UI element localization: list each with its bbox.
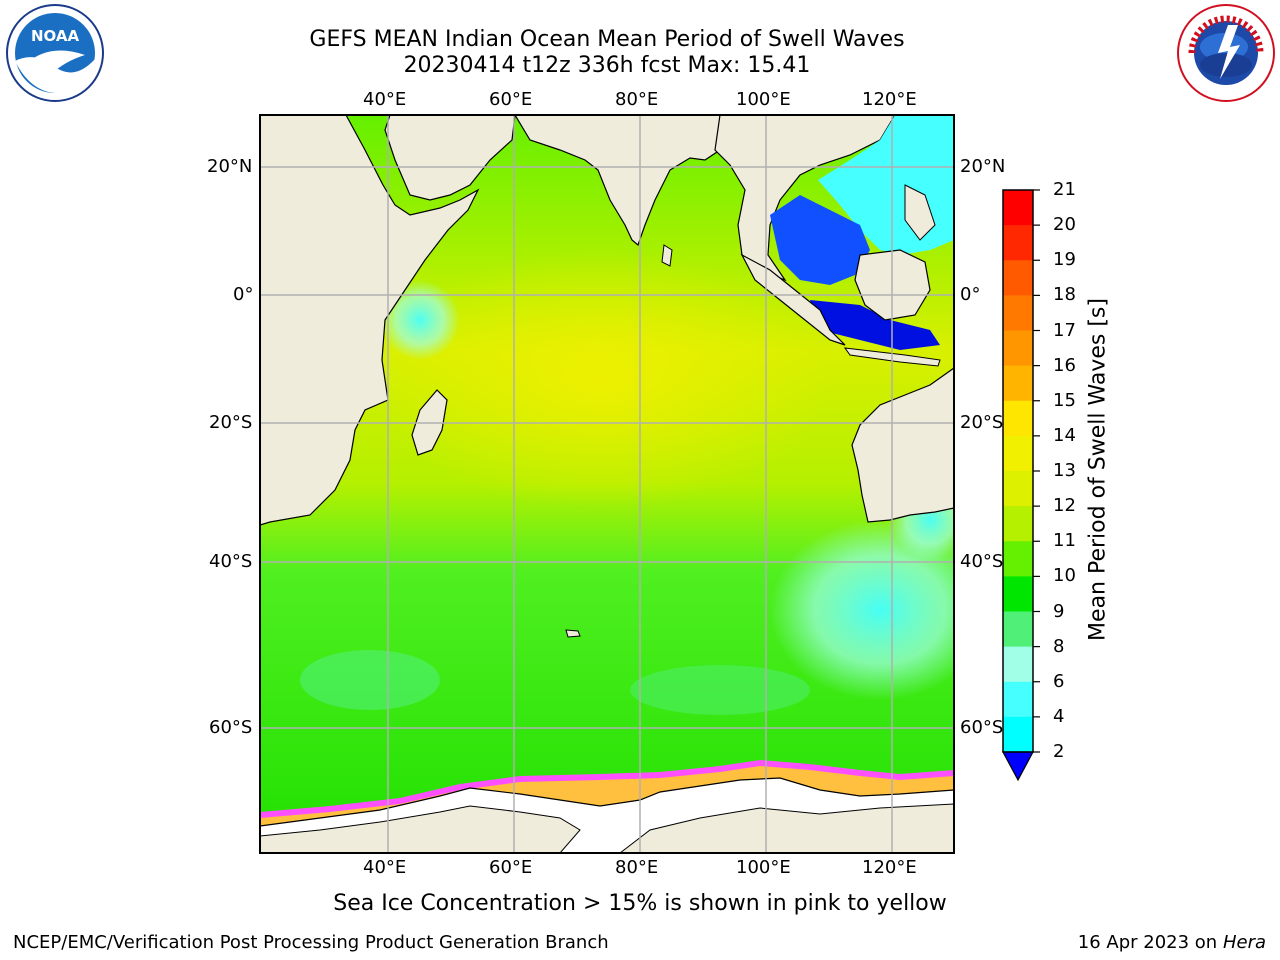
nws-logo (1177, 4, 1275, 102)
sea-ice-note: Sea Ice Concentration > 15% is shown in … (333, 891, 947, 916)
colorbar-bin (1003, 435, 1033, 472)
lat-label-right: 20°N (960, 156, 1006, 177)
map-frame (259, 114, 955, 854)
credit-text: NCEP/EMC/Verification Post Processing Pr… (13, 932, 609, 953)
short-swell-area-south (770, 520, 954, 700)
lon-label-bottom: 80°E (615, 857, 659, 878)
colorbar-tick-label: 4 (1053, 705, 1065, 727)
host-name: Hera (1222, 932, 1266, 953)
colorbar-bin (1003, 330, 1033, 367)
colorbar-bin (1003, 260, 1033, 296)
colorbar-tick-label: 9 (1053, 600, 1065, 622)
colorbar-bin (1003, 295, 1033, 331)
noaa-logo: NOAA (6, 4, 104, 102)
colorbar-bin (1003, 611, 1033, 648)
colorbar-tick-label: 14 (1053, 424, 1076, 446)
colorbar-bin (1003, 506, 1033, 542)
lon-label-top: 100°E (736, 89, 791, 110)
colorbar-bin (1003, 190, 1033, 226)
land-australia (851, 367, 954, 523)
title-line-1: GEFS MEAN Indian Ocean Mean Period of Sw… (309, 27, 905, 52)
warm-swell-area (370, 250, 830, 510)
very-short-swell-area-gulf (770, 195, 870, 285)
colorbar-bin (1003, 400, 1033, 437)
lon-label-top: 120°E (862, 89, 917, 110)
lon-label-top: 80°E (615, 89, 659, 110)
colorbar-tick-label: 15 (1053, 389, 1076, 411)
lat-label-right: 20°S (960, 412, 1004, 433)
land-antarctica-rock (260, 803, 954, 853)
colorbar-label: Mean Period of Swell Waves [s] (1085, 298, 1111, 641)
date-text: 16 Apr 2023 on (1077, 932, 1223, 953)
colorbar-bin (1003, 681, 1033, 718)
colorbar-tick-label: 19 (1053, 249, 1076, 271)
colorbar-tick-label: 2 (1053, 741, 1065, 762)
colorbar-tick-label: 21 (1053, 179, 1076, 200)
chart-title: GEFS MEAN Indian Ocean Mean Period of Sw… (0, 27, 1214, 79)
lat-label-right: 0° (960, 284, 981, 305)
colorbar-tick-label: 12 (1053, 495, 1076, 517)
colorbar-tick-label: 11 (1053, 530, 1076, 552)
colorbar-tick-label: 10 (1053, 565, 1076, 587)
colorbar-bin (1003, 365, 1033, 402)
colorbar-bin (1003, 541, 1033, 577)
lat-label-right: 60°S (960, 717, 1004, 738)
lat-label-left: 20°N (207, 156, 253, 177)
lat-label-left: 40°S (209, 551, 253, 572)
lat-label-left: 20°S (209, 412, 253, 433)
land-philippines (904, 184, 936, 241)
land-sri-lanka (661, 244, 673, 267)
land-kerguelen (565, 629, 581, 638)
colorbar-bin (1003, 646, 1033, 683)
lon-label-bottom: 120°E (862, 857, 917, 878)
colorbar-tick-label: 6 (1053, 670, 1065, 692)
lat-label-left: 0° (233, 284, 254, 305)
colorbar-bin (1003, 576, 1033, 612)
colorbar-tick-label: 8 (1053, 635, 1065, 657)
colorbar-min-extension (1001, 751, 1035, 782)
colorbar-bin (1003, 471, 1033, 507)
lon-label-top: 40°E (363, 89, 407, 110)
title-line-2: 20230414 t12z 336h fcst Max: 15.41 (403, 53, 811, 78)
lon-label-bottom: 100°E (736, 857, 791, 878)
short-swell-area-east-africa (380, 280, 460, 360)
lon-label-top: 60°E (489, 89, 533, 110)
colorbar-tick-label: 17 (1053, 319, 1076, 341)
land-sumatra (740, 253, 846, 346)
colorbar-tick-label: 13 (1053, 460, 1076, 481)
lon-label-bottom: 40°E (363, 857, 407, 878)
graticule (260, 115, 954, 853)
noaa-logo-text: NOAA (31, 27, 80, 45)
colorbar-bin (1003, 716, 1033, 753)
colorbar-bin (1003, 225, 1033, 261)
date-stamp: 16 Apr 2023 on Hera (1078, 932, 1266, 953)
lon-label-bottom: 60°E (489, 857, 533, 878)
land-arabia (384, 115, 516, 201)
land-southeast-asia (714, 115, 896, 282)
lat-label-right: 40°S (960, 551, 1004, 572)
colorbar-tick-label: 18 (1053, 284, 1076, 306)
colorbar-tick-label: 20 (1053, 214, 1076, 236)
very-short-swell-area-java-sea (810, 300, 940, 350)
colorbar-tick-label: 16 (1053, 354, 1076, 376)
lat-label-left: 60°S (209, 717, 253, 738)
land-india (514, 115, 721, 247)
